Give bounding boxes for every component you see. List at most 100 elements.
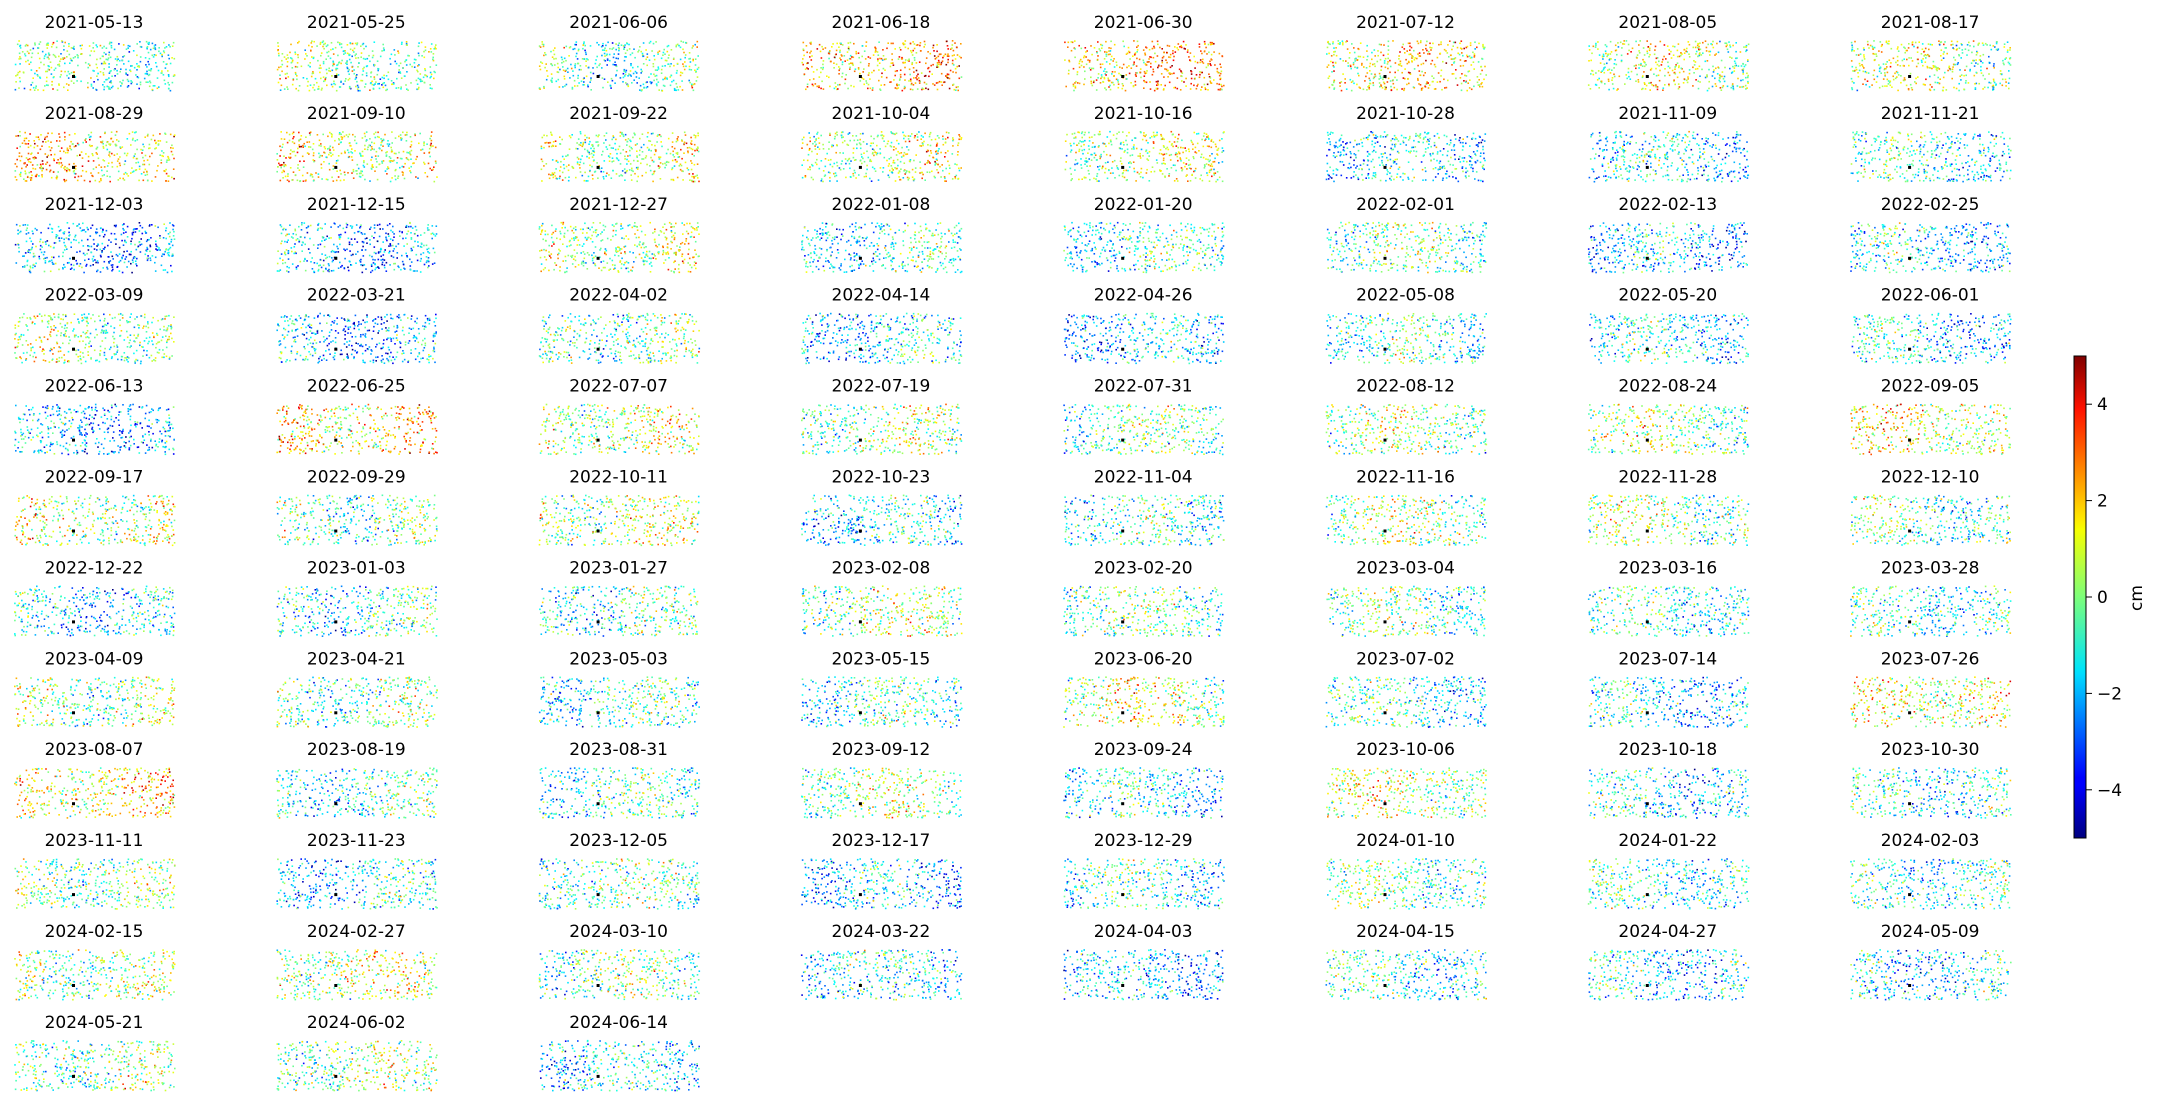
- scatter-point: [1988, 82, 1990, 84]
- scatter-point: [871, 180, 873, 182]
- scatter-point: [670, 85, 672, 87]
- scatter-point: [295, 53, 297, 55]
- scatter-point: [144, 136, 146, 138]
- scatter-point: [96, 44, 98, 46]
- scatter-point: [97, 79, 99, 81]
- scatter-point: [1678, 88, 1680, 90]
- scatter-point: [1732, 85, 1734, 87]
- scatter-point: [1140, 68, 1142, 70]
- scatter-point: [1957, 64, 1959, 66]
- scatter-point: [112, 141, 114, 143]
- scatter-point: [356, 77, 358, 79]
- scatter-point: [692, 45, 694, 47]
- scatter-point: [1195, 61, 1197, 63]
- scatter-point: [281, 71, 283, 73]
- scatter-point: [884, 84, 886, 86]
- scatter-point: [141, 173, 143, 175]
- scatter-point: [1880, 72, 1882, 74]
- scatter-point: [1930, 44, 1932, 46]
- scatter-point: [1380, 84, 1382, 86]
- scatter-point: [625, 71, 627, 73]
- scatter-point: [1638, 79, 1640, 81]
- scatter-point: [1165, 59, 1167, 61]
- scatter-point: [364, 86, 366, 88]
- scatter-point: [691, 69, 693, 71]
- scatter-point: [1136, 65, 1138, 67]
- scatter-point: [157, 88, 159, 90]
- scatter-point: [894, 167, 896, 169]
- scatter-point: [154, 45, 156, 47]
- scatter-point: [418, 55, 420, 57]
- scatter-point: [1369, 70, 1371, 72]
- scatter-point: [77, 54, 79, 56]
- scatter-point: [1145, 54, 1147, 56]
- scatter-point: [372, 164, 374, 166]
- scatter-point: [34, 147, 36, 149]
- scatter-point: [1675, 73, 1677, 75]
- scatter-point: [960, 139, 962, 141]
- scatter-point: [168, 58, 170, 60]
- scatter-point: [1194, 67, 1196, 69]
- scatter-point: [1709, 54, 1711, 56]
- scatter-point: [1956, 45, 1958, 47]
- scatter-point: [1669, 67, 1671, 69]
- scatter-point: [310, 84, 312, 86]
- scatter-point: [1705, 40, 1707, 42]
- scatter-point: [555, 145, 557, 147]
- scatter-point: [1643, 61, 1645, 63]
- scatter-point: [1208, 73, 1210, 75]
- scatter-point: [1201, 72, 1203, 74]
- scatter-point: [1466, 75, 1468, 77]
- scatter-point: [1210, 44, 1212, 46]
- scatter-point: [909, 160, 911, 162]
- scatter-point: [559, 86, 561, 88]
- scatter-point: [905, 47, 907, 49]
- scatter-point: [1473, 86, 1475, 88]
- scatter-point: [842, 73, 844, 75]
- scatter-point: [1068, 70, 1070, 72]
- scatter-point: [96, 59, 98, 61]
- scatter-point: [542, 161, 544, 163]
- scatter-point: [35, 85, 37, 87]
- scatter-point: [1137, 41, 1139, 43]
- scatter-point: [1646, 85, 1648, 87]
- scatter-point: [946, 64, 948, 66]
- scatter-point: [398, 87, 400, 89]
- scatter-point: [694, 70, 696, 72]
- scatter-point: [147, 43, 149, 45]
- scatter-point: [590, 72, 592, 74]
- scatter-point: [557, 63, 559, 65]
- scatter-point: [32, 168, 34, 170]
- scatter-point: [624, 60, 626, 62]
- scatter-point: [410, 146, 412, 148]
- scatter-point: [1161, 65, 1163, 67]
- scatter-point: [286, 86, 288, 88]
- scatter-point: [327, 148, 329, 150]
- scatter-point: [658, 167, 660, 169]
- scatter-point: [901, 147, 903, 149]
- scatter-point: [807, 68, 809, 70]
- scatter-point: [102, 175, 104, 177]
- scatter-point: [627, 50, 629, 52]
- scatter-point: [25, 143, 27, 145]
- scatter-point: [351, 56, 353, 58]
- scatter-point: [554, 172, 556, 174]
- scatter-point: [418, 87, 420, 89]
- scatter-point: [376, 151, 378, 153]
- scatter-point: [697, 55, 699, 57]
- scatter-point: [1365, 76, 1367, 78]
- scatter-point: [64, 132, 66, 134]
- scatter-point: [616, 157, 618, 159]
- scatter-point: [634, 57, 636, 59]
- scatter-point: [1715, 68, 1717, 70]
- scatter-point: [1347, 48, 1349, 50]
- scatter-point: [101, 170, 103, 172]
- scatter-point: [166, 64, 168, 66]
- scatter-point: [59, 136, 61, 138]
- scatter-point: [1695, 47, 1697, 49]
- scatter-point: [1859, 63, 1861, 65]
- scatter-point: [1106, 71, 1108, 73]
- scatter-point: [1202, 59, 1204, 61]
- scatter-point: [1879, 71, 1881, 73]
- scatter-point: [913, 77, 915, 79]
